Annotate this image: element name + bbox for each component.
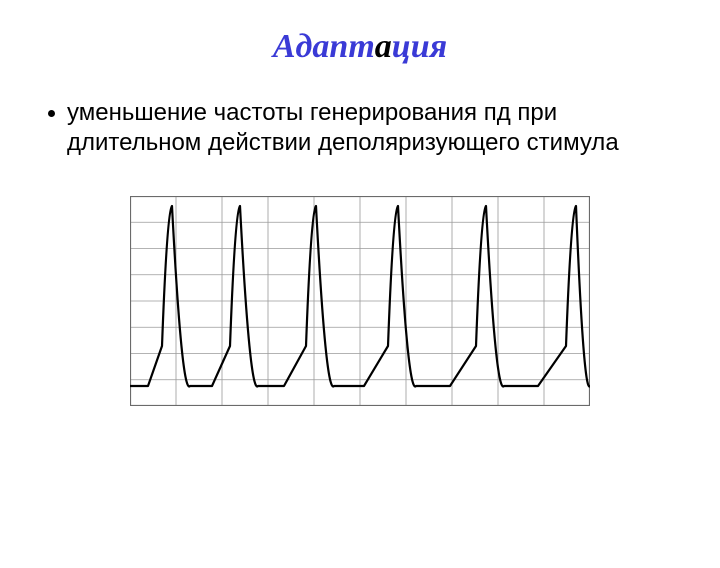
title-part-2: а [375, 28, 392, 65]
bullet-text: уменьшение частоты генерирования пд при … [67, 98, 680, 158]
title-part-3: ция [392, 28, 447, 65]
spike-chart [130, 196, 590, 406]
bullet-item: уменьшение частоты генерирования пд при … [48, 98, 680, 158]
page-title: Адаптация [0, 28, 720, 66]
title-part-1: Адапт [273, 28, 375, 65]
spike-chart-container [0, 196, 720, 406]
bullet-list: уменьшение частоты генерирования пд при … [48, 98, 680, 158]
bullet-dot-icon [48, 110, 55, 117]
